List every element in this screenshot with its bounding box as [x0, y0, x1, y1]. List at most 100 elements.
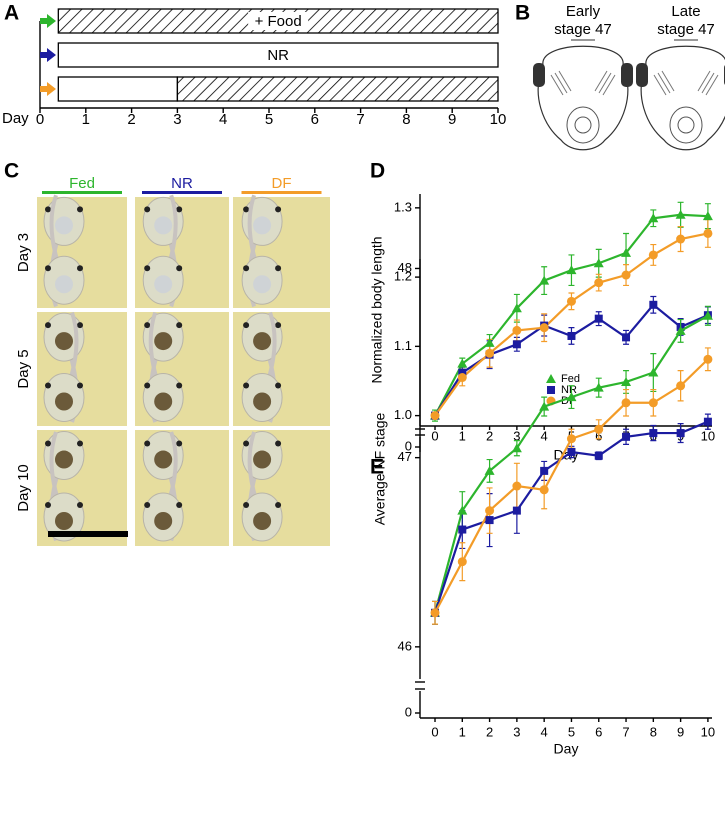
marker: [621, 398, 631, 408]
x-tick-label: 9: [677, 724, 684, 739]
y-tick-label: 1.0: [394, 407, 412, 422]
y-tick-label: 0: [405, 704, 412, 719]
tadpole-gut: [154, 512, 173, 530]
timeline-bar: [176, 76, 499, 102]
tadpole-eye: [243, 382, 250, 389]
tadpole-eye: [275, 206, 282, 213]
column-label: Fed: [69, 175, 95, 192]
marker: [539, 323, 549, 333]
marker: [594, 451, 603, 460]
bar-label: NR: [267, 47, 289, 64]
column-underline: [241, 191, 322, 194]
marker: [594, 424, 604, 434]
x-tick-label: 2: [127, 111, 135, 128]
tadpole-eye: [243, 322, 250, 329]
marker: [676, 234, 686, 244]
x-tick-label: 8: [402, 111, 410, 128]
tadpole-gut: [253, 216, 272, 235]
bar-label: + Food: [255, 13, 302, 30]
marker: [676, 381, 686, 391]
tadpole-eye: [45, 382, 51, 389]
x-tick-label: 8: [650, 724, 657, 739]
x-tick-label: 5: [568, 724, 575, 739]
marker: [702, 211, 713, 221]
x-tick-label: 5: [265, 111, 273, 128]
x-axis-label: Day: [554, 741, 579, 757]
tadpole-gut: [253, 512, 272, 530]
marker: [457, 373, 467, 383]
tadpole-eye: [144, 265, 151, 272]
marker: [457, 358, 468, 368]
tadpole-eye: [275, 440, 282, 447]
tadpole-eye: [176, 322, 183, 329]
x-tick-label: 1: [459, 428, 466, 443]
x-tick-label: 6: [595, 724, 602, 739]
marker: [512, 481, 522, 491]
tadpole-eye: [45, 502, 51, 508]
marker: [430, 608, 440, 618]
stage-label: Early: [566, 3, 601, 20]
column-underline: [42, 191, 122, 194]
tadpole-eye: [45, 322, 51, 329]
x-tick-label: 9: [448, 111, 456, 128]
marker: [648, 213, 659, 223]
marker: [593, 382, 604, 392]
marker: [675, 325, 686, 335]
tadpole-eye: [45, 206, 51, 213]
marker: [566, 434, 576, 444]
tadpole-gut: [154, 450, 173, 469]
row-label: Day 3: [15, 233, 32, 272]
arrow-head: [47, 48, 56, 62]
tadpole-eye: [176, 440, 183, 447]
tadpole-eye: [243, 206, 250, 213]
marker: [676, 429, 685, 438]
tadpole-gut: [55, 275, 73, 294]
marker: [594, 314, 603, 323]
scale-bar: [48, 531, 128, 537]
timeline-bar: [57, 76, 179, 102]
x-tick-label: 0: [36, 111, 44, 128]
marker: [649, 300, 658, 309]
tadpole-eye: [77, 440, 83, 447]
x-tick-label: 3: [173, 111, 181, 128]
x-tick-label: 10: [490, 111, 507, 128]
marker: [594, 278, 604, 288]
marker: [567, 331, 576, 340]
tadpole-eye: [144, 382, 151, 389]
y-axis-label: Normalized body length: [369, 236, 385, 383]
marker: [566, 296, 576, 306]
tadpole-eye: [275, 382, 282, 389]
panel-label: C: [4, 160, 19, 183]
marker: [622, 333, 631, 342]
tadpole-gut: [154, 392, 173, 411]
marker: [457, 505, 468, 515]
label-bg: [248, 12, 309, 30]
y-tick-label: 46: [398, 638, 412, 653]
x-tick-label: 3: [513, 428, 520, 443]
stage-label: Late: [671, 3, 700, 20]
tadpole-gut: [55, 332, 73, 351]
y-tick-label: 48: [398, 260, 412, 275]
x-tick-label: 4: [541, 428, 548, 443]
stage-label: stage 47: [657, 21, 715, 38]
tadpole-eye: [144, 502, 151, 508]
tadpole-eye: [243, 440, 250, 447]
marker: [567, 447, 576, 456]
marker: [511, 443, 522, 453]
marker: [648, 250, 658, 260]
panel-label: D: [370, 160, 385, 183]
tadpole-eye: [176, 382, 183, 389]
series-line: [433, 314, 709, 614]
panel-label: B: [515, 2, 530, 25]
y-tick-label: 1.2: [394, 269, 412, 284]
legend-label: NR: [561, 384, 577, 396]
tadpole-eye: [144, 206, 151, 213]
tadpole-eye: [275, 502, 282, 508]
arrow-head: [47, 82, 56, 96]
tadpole-eye: [275, 265, 282, 272]
tadpole-eye: [77, 322, 83, 329]
panel-label: A: [4, 2, 19, 25]
tadpole-eye: [77, 206, 83, 213]
head-drawing: [532, 39, 634, 151]
